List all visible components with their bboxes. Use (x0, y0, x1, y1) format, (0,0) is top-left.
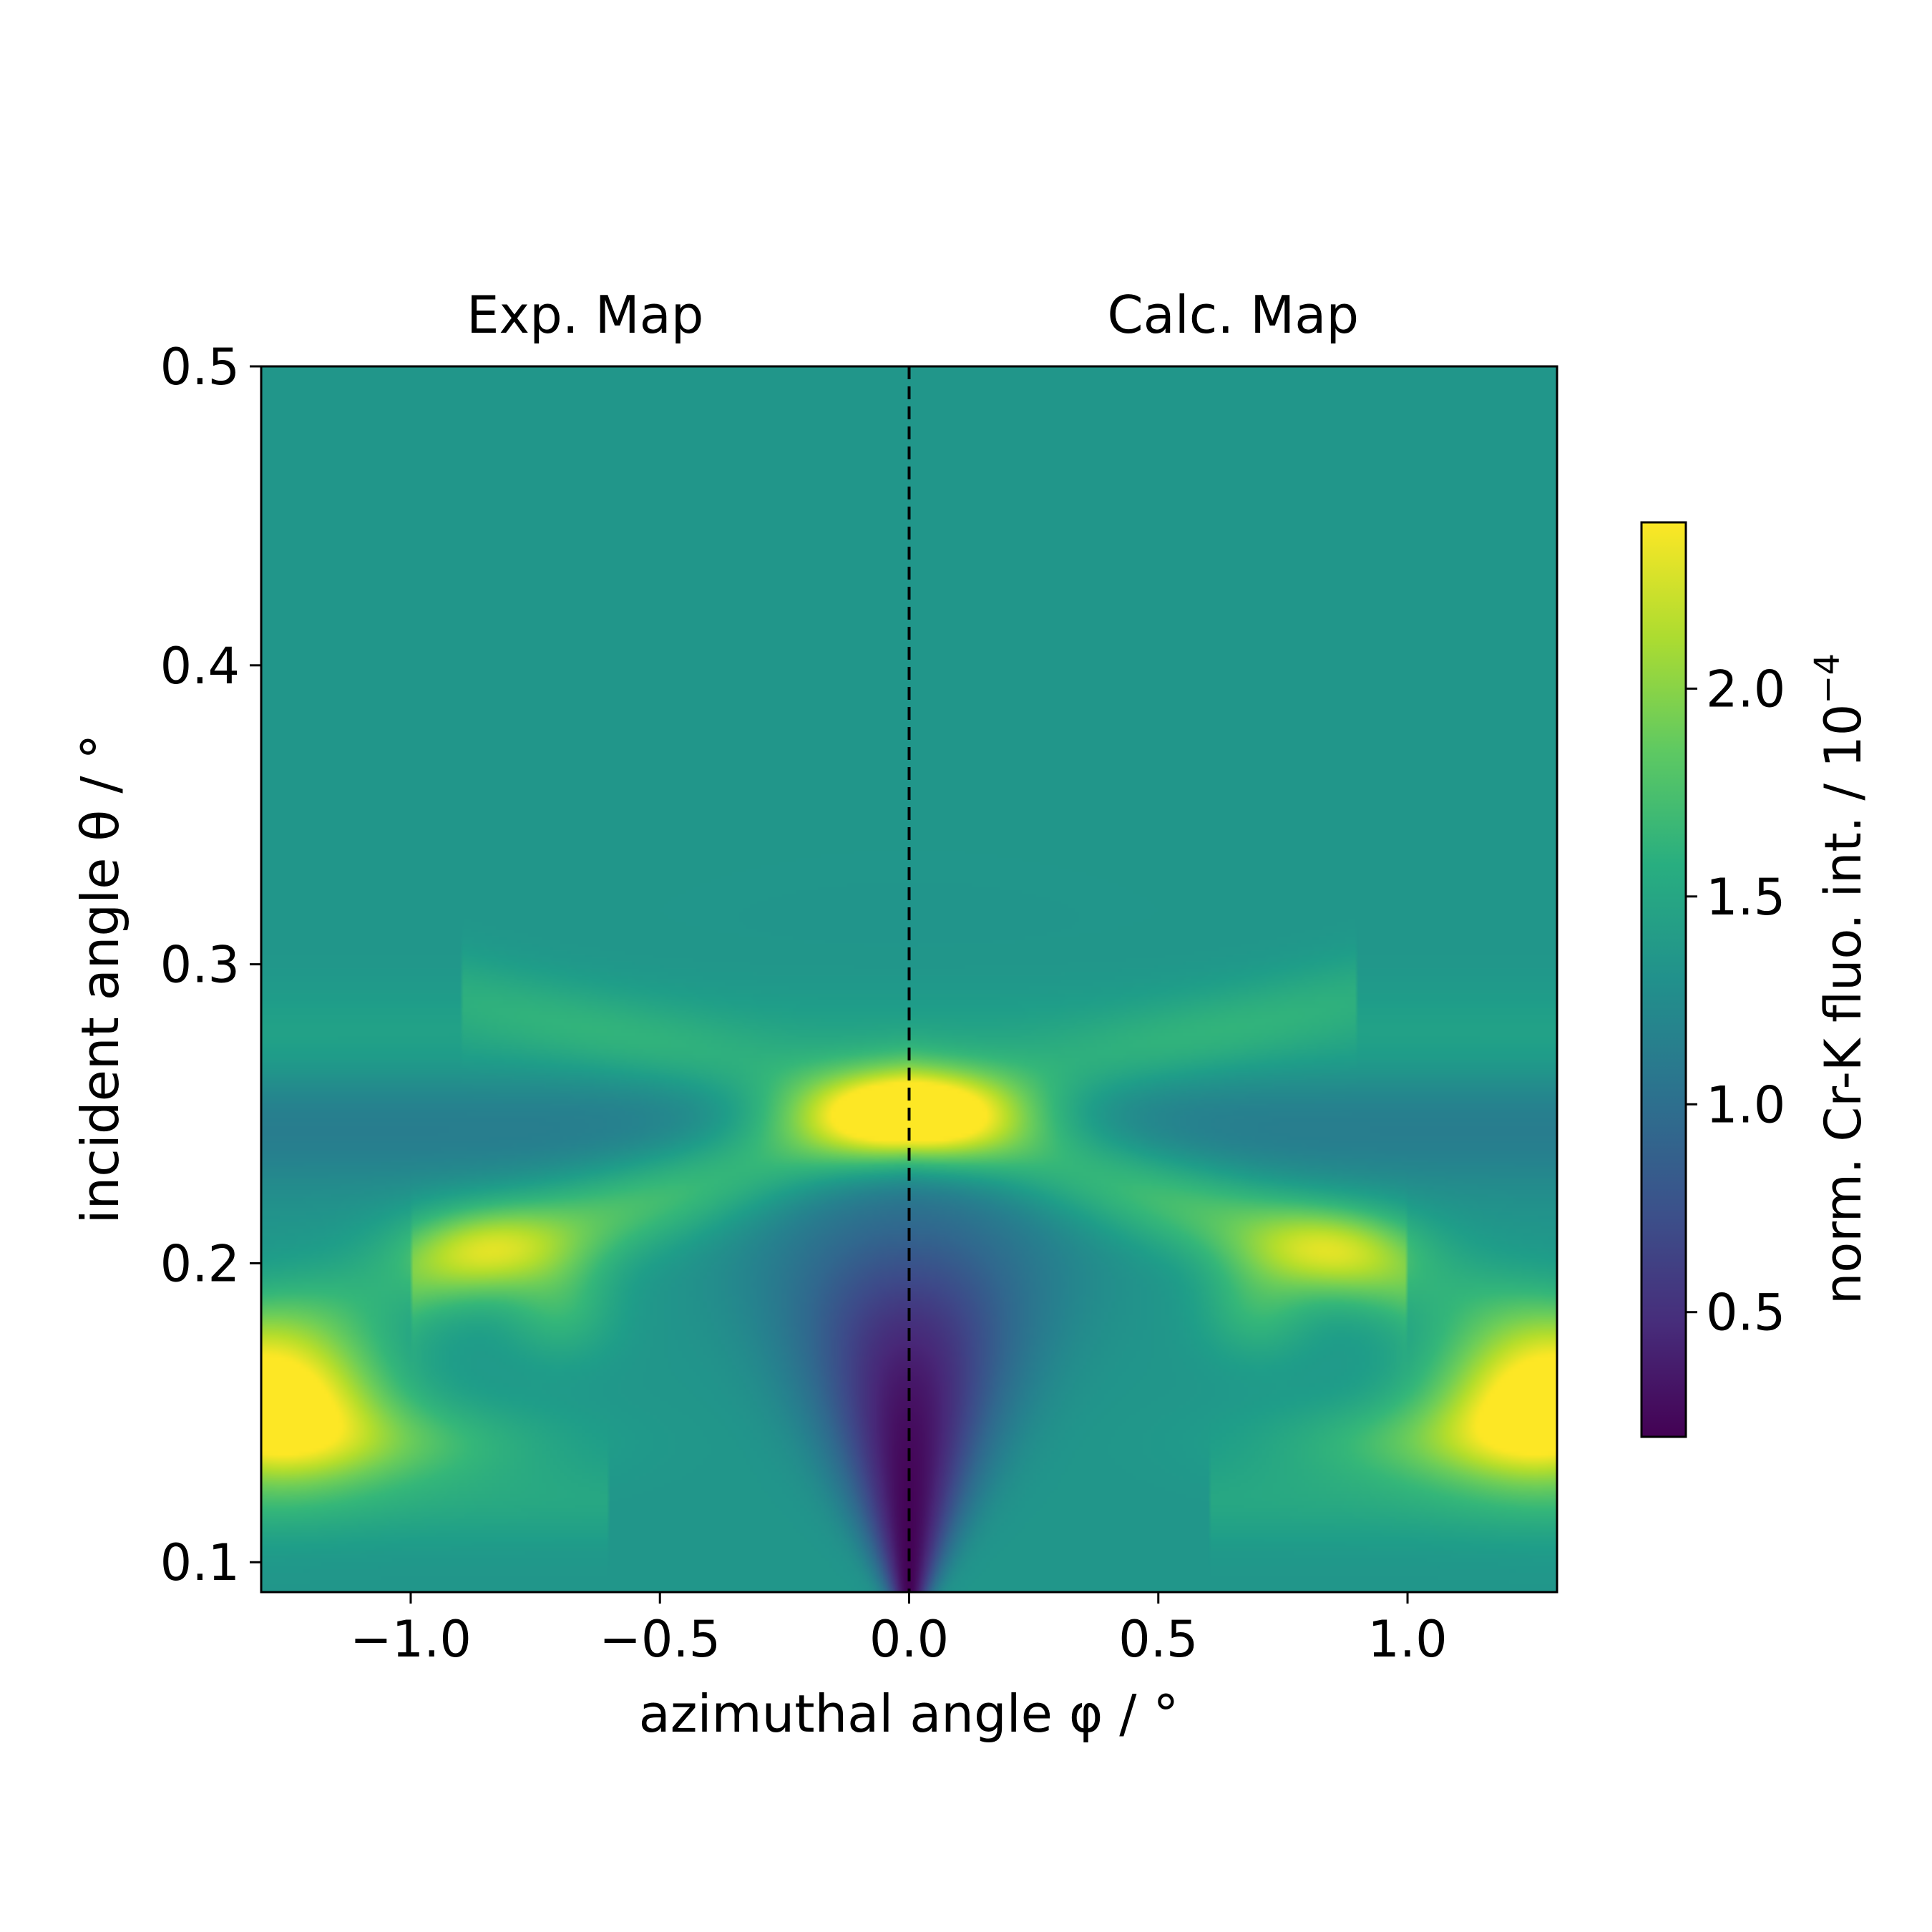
y-axis-ticks: 0.1 0.2 0.3 0.4 0.5 (160, 338, 261, 1592)
colorbar-ticks: 0.5 1.0 1.5 2.0 (1686, 660, 1785, 1342)
panel-title-calc: Calc. Map (1107, 285, 1359, 345)
x-tick-label: −0.5 (599, 1610, 721, 1669)
x-tick-label: −1.0 (350, 1610, 472, 1669)
x-tick-label: 1.0 (1367, 1610, 1447, 1669)
y-axis-title: incident angle θ / ° (70, 734, 130, 1224)
y-tick-label: 0.2 (160, 1234, 240, 1293)
colorbar-label: norm. Cr-K fluo. int. / 10−4 (1807, 653, 1873, 1304)
y-tick-label: 0.5 (160, 338, 240, 396)
y-tick-label: 0.4 (160, 637, 240, 696)
x-tick-label: 0.0 (869, 1610, 949, 1669)
colorbar-tick-label: 1.5 (1706, 868, 1785, 927)
colorbar (1640, 521, 1687, 1438)
x-axis-ticks: −1.0 −0.5 0.0 0.5 1.0 (350, 1592, 1448, 1669)
colorbar-label-exponent: −4 (1807, 653, 1848, 704)
colorbar-tick-label: 0.5 (1706, 1284, 1785, 1342)
x-axis-title: azimuthal angle φ / ° (639, 1684, 1179, 1744)
y-tick-label: 0.1 (160, 1533, 240, 1592)
x-tick-label: 0.5 (1118, 1610, 1198, 1669)
colorbar-label-text: norm. Cr-K fluo. int. / 10 (1814, 704, 1873, 1304)
panel-title-exp: Exp. Map (467, 285, 704, 345)
colorbar-tick-label: 2.0 (1706, 660, 1785, 718)
colorbar-tick-label: 1.0 (1706, 1075, 1785, 1134)
y-tick-label: 0.3 (160, 936, 240, 995)
